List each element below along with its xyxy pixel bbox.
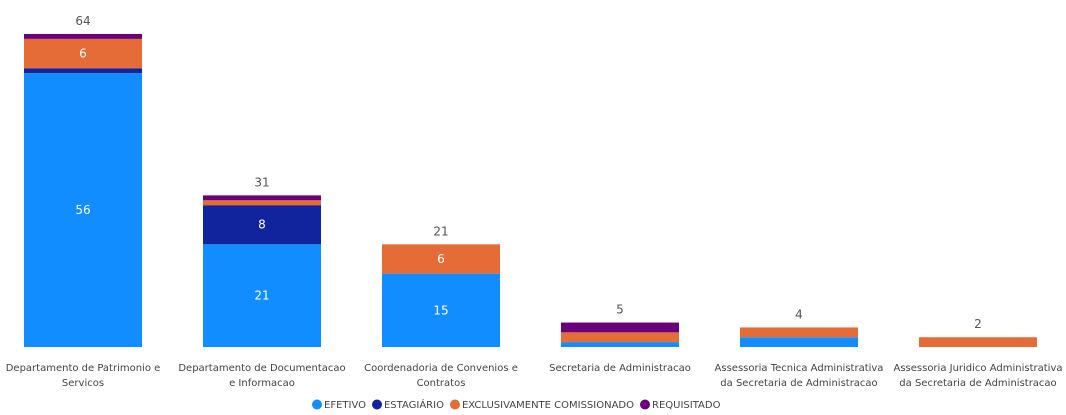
- segment-label-2-2: 6: [437, 252, 445, 266]
- bar-segment-4-2[interactable]: [740, 327, 858, 338]
- legend-marker-1[interactable]: [371, 399, 382, 410]
- segment-label-0-0: 56: [75, 203, 90, 217]
- bar-segment-5-2[interactable]: [919, 337, 1037, 347]
- legend: EFETIVO ESTAGIÁRIO EXCLUSIVAMENTE COMISSIO…: [312, 398, 721, 411]
- bars-layer: [24, 34, 1037, 347]
- legend-marker-2[interactable]: [449, 399, 460, 410]
- bar-segment-0-3[interactable]: [24, 34, 142, 39]
- total-label-4: 4: [795, 307, 803, 321]
- segment-label-0-2: 6: [79, 47, 87, 61]
- bar-segment-3-2[interactable]: [561, 332, 679, 343]
- total-label-5: 2: [974, 317, 982, 331]
- legend-label-0[interactable]: EFETIVO: [324, 400, 366, 411]
- segment-labels-layer: 56 6 21 8 15 6: [75, 47, 448, 318]
- category-label-1: Departamento de Documentacao e Informacao: [178, 363, 345, 389]
- legend-marker-3[interactable]: [640, 399, 650, 410]
- bar-segment-1-1[interactable]: [203, 205, 321, 245]
- category-labels-layer: Departamento de Patrimonio e Servicos Depa…: [6, 363, 1063, 389]
- bar-segment-2-0[interactable]: [382, 273, 500, 347]
- total-label-2: 21: [433, 224, 448, 238]
- bar-segment-3-0[interactable]: [561, 342, 679, 347]
- total-labels-layer: 64 31 21 5 4 2: [75, 14, 981, 331]
- bar-segment-0-1[interactable]: [24, 68, 142, 74]
- total-label-1: 31: [254, 175, 269, 189]
- bar-segment-1-2[interactable]: [203, 200, 321, 206]
- bar-segment-0-2[interactable]: [24, 38, 142, 69]
- segment-label-2-0: 15: [433, 303, 448, 317]
- bar-segment-3-3[interactable]: [561, 322, 679, 333]
- category-label-0: Departamento de Patrimonio e Servicos: [6, 363, 161, 389]
- total-label-0: 64: [75, 14, 90, 28]
- legend-label-3[interactable]: REQUISITADO: [652, 400, 721, 411]
- segment-label-1-0: 21: [254, 289, 269, 303]
- segment-label-1-1: 8: [258, 218, 266, 232]
- bar-segment-0-0[interactable]: [24, 73, 142, 347]
- legend-label-1[interactable]: ESTAGIÁRIO: [384, 398, 444, 411]
- category-label-2: Coordenadoria de Convenios e Contratos: [364, 363, 518, 389]
- category-label-3: Secretaria de Administracao: [549, 363, 691, 374]
- legend-label-2[interactable]: EXCLUSIVAMENTE COMISSIONADO: [462, 400, 634, 411]
- category-label-5: Assessoria Juridico Administrativa da Sec…: [893, 363, 1062, 389]
- bar-segment-2-2[interactable]: [382, 244, 500, 274]
- total-label-3: 5: [616, 303, 624, 317]
- category-label-4: Assessoria Tecnica Administrativa da Secr…: [715, 363, 884, 389]
- legend-marker-0[interactable]: [312, 399, 322, 410]
- bar-segment-4-0[interactable]: [740, 337, 858, 347]
- bar-segment-1-3[interactable]: [203, 195, 321, 201]
- bar-segment-1-0[interactable]: [203, 244, 321, 347]
